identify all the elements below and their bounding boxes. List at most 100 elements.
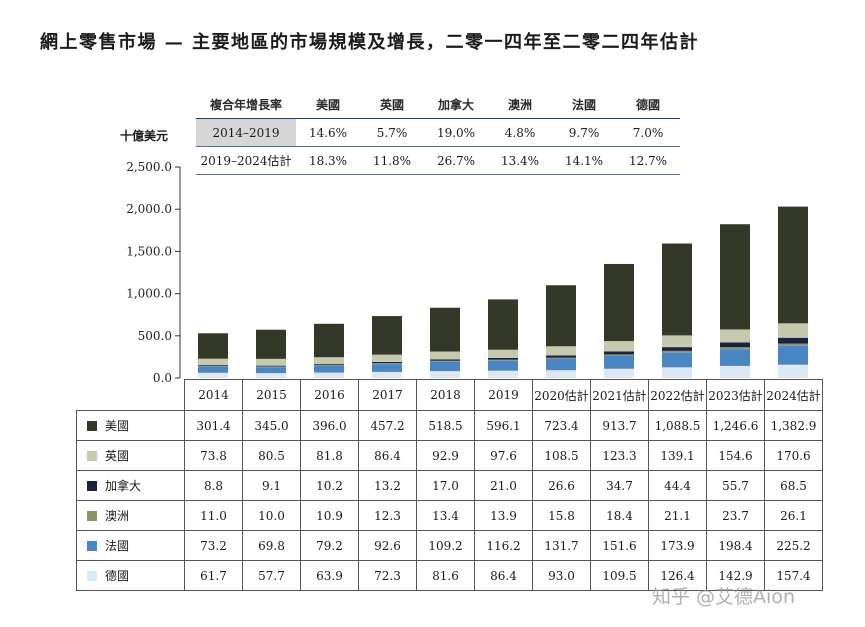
data-label: 131.7 <box>532 530 591 561</box>
legend-label: 美國 <box>76 410 185 441</box>
bar-segment <box>198 365 228 367</box>
bar-segment <box>488 359 518 361</box>
data-label: 301.4 <box>184 410 243 441</box>
bar-segment <box>662 367 692 378</box>
bar-segment <box>604 368 634 378</box>
cagr-value: 4.8% <box>504 125 536 140</box>
cagr-value: 14.6% <box>308 125 348 140</box>
data-label: 13.4 <box>416 500 475 531</box>
bar-segment <box>314 365 344 366</box>
bar-segment <box>546 346 576 356</box>
data-label: 157.4 <box>764 560 823 591</box>
data-label: 8.8 <box>184 470 243 501</box>
watermark: 知乎 @艾德Aion <box>652 586 795 608</box>
bar-segment <box>662 243 692 336</box>
legend-name: 法國 <box>105 539 130 553</box>
cagr-value: 18.3% <box>308 153 348 168</box>
bar-segment <box>778 345 808 365</box>
data-label: 1,382.9 <box>764 410 823 441</box>
bar-segment <box>256 329 286 359</box>
bar-segment <box>372 316 402 355</box>
x-axis-tick-label: 2023估計 <box>706 379 765 411</box>
cagr-row: 2019–2024估計 18.3% 11.8% 26.7% 13.4% 14.1… <box>196 147 680 175</box>
data-label: 79.2 <box>300 530 359 561</box>
legend-name: 美國 <box>105 419 130 433</box>
data-label: 126.4 <box>648 560 707 591</box>
bar-segment <box>720 224 750 330</box>
legend-swatch <box>87 481 97 491</box>
bar-segment <box>546 370 576 378</box>
bar-segment <box>198 372 228 378</box>
data-label: 21.0 <box>474 470 533 501</box>
data-label: 15.8 <box>532 500 591 531</box>
data-label: 9.1 <box>242 470 301 501</box>
cagr-period: 2014–2019 <box>196 118 296 147</box>
data-label: 345.0 <box>242 410 301 441</box>
legend-label: 法國 <box>76 530 185 561</box>
bar-segment <box>372 361 402 364</box>
legend-name: 德國 <box>105 569 130 583</box>
bar-segment <box>198 366 228 373</box>
legend-swatch <box>87 511 97 521</box>
bar-segment <box>488 357 518 360</box>
bar-segment <box>430 371 460 378</box>
bar-segment <box>720 329 750 343</box>
bar-segment <box>546 359 576 371</box>
bar-segment <box>778 343 808 346</box>
bar-segment <box>604 354 634 356</box>
data-label: 93.0 <box>532 560 591 591</box>
cagr-table: 複合年增長率 美國 英國 加拿大 澳洲 法國 德國 2014–2019 14.6… <box>196 91 680 175</box>
data-label: 73.8 <box>184 440 243 471</box>
legend-swatch <box>87 421 97 431</box>
data-label: 142.9 <box>706 560 765 591</box>
cagr-value: 5.7% <box>376 125 408 140</box>
year-header-row: 2014 2015 2016 2017 2018 2019 2020估計 2021估計 2022… <box>76 379 823 411</box>
legend-label: 澳洲 <box>76 500 185 531</box>
cagr-value: 9.7% <box>568 125 600 140</box>
bar-segment <box>314 364 344 366</box>
cagr-region-france: 法國 <box>571 98 596 112</box>
data-label: 68.5 <box>764 470 823 501</box>
data-label: 44.4 <box>648 470 707 501</box>
data-label: 73.2 <box>184 530 243 561</box>
cagr-value: 19.0% <box>436 125 476 140</box>
data-label: 12.3 <box>358 500 417 531</box>
bar-segment <box>430 360 460 362</box>
bar-segment <box>430 307 460 352</box>
data-label: 13.9 <box>474 500 533 531</box>
bar-segment <box>662 352 692 368</box>
cagr-region-us: 美國 <box>315 98 340 112</box>
legend-swatch <box>87 571 97 581</box>
data-label: 69.8 <box>242 530 301 561</box>
data-label: 170.6 <box>764 440 823 471</box>
data-label: 13.2 <box>358 470 417 501</box>
bar-segment <box>488 349 518 358</box>
bar-segment <box>372 364 402 372</box>
data-label: 109.5 <box>590 560 649 591</box>
data-label: 596.1 <box>474 410 533 441</box>
bar-segment <box>778 337 808 344</box>
x-axis-tick-label: 2015 <box>242 379 301 411</box>
bar-segment <box>430 359 460 361</box>
bar-segment <box>314 372 344 378</box>
chart-title: 網上零售市場 — 主要地區的市場規模及增長，二零一四年至二零二四年估計 <box>40 32 700 53</box>
data-label: 18.4 <box>590 500 649 531</box>
data-label: 57.7 <box>242 560 301 591</box>
data-label: 1,246.6 <box>706 410 765 441</box>
cagr-region-uk: 英國 <box>379 98 404 112</box>
bar-segment <box>546 285 576 347</box>
data-label: 21.1 <box>648 500 707 531</box>
bar-segment <box>372 371 402 378</box>
data-label: 198.4 <box>706 530 765 561</box>
data-label: 17.0 <box>416 470 475 501</box>
x-axis-tick-label: 2018 <box>416 379 475 411</box>
legend-label: 德國 <box>76 560 185 591</box>
data-label: 92.6 <box>358 530 417 561</box>
bar-segment <box>720 365 750 378</box>
cagr-region-canada: 加拿大 <box>437 98 474 112</box>
data-label: 34.7 <box>590 470 649 501</box>
table-row: 法國 73.2 69.8 79.2 92.6 109.2 116.2 131.7 151.6 17… <box>76 530 823 561</box>
bar-segment <box>256 366 286 368</box>
data-label: 1,088.5 <box>648 410 707 441</box>
